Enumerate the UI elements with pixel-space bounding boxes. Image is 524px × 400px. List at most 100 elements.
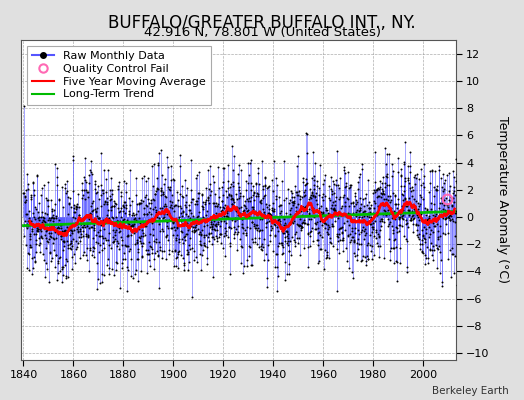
Point [168,248,177,254]
Point [270,217,279,224]
Point [163,154,171,160]
Point [164,184,172,190]
Point [62,177,71,184]
Point [44,179,52,185]
Point [318,222,326,228]
Point [137,197,145,203]
Point [106,195,115,202]
Point [154,162,162,168]
Point [136,220,145,227]
Point [84,234,92,240]
Point [239,209,248,215]
Point [38,219,47,225]
Point [336,225,344,231]
Point [91,181,100,188]
Point [122,242,130,249]
Point [75,234,83,240]
Point [158,204,167,211]
Point [438,184,446,190]
Point [42,235,50,241]
Point [428,218,436,224]
Point [238,192,247,199]
Point [31,259,39,265]
Point [305,206,314,212]
Point [270,213,279,220]
Point [118,202,127,209]
Point [33,172,41,178]
Point [283,234,292,241]
Point [167,199,176,205]
Point [160,211,168,218]
Point [349,199,357,205]
Point [373,240,381,246]
Point [62,188,71,194]
Point [234,170,243,177]
Point [416,246,424,252]
Point [25,267,33,273]
Point [388,161,396,168]
Point [339,210,347,217]
Point [319,208,328,215]
Point [62,273,70,280]
Point [174,251,183,257]
Point [60,228,69,234]
Point [41,232,50,238]
Point [230,224,238,230]
Point [279,216,288,223]
Point [288,199,297,206]
Point [48,206,56,212]
Point [60,181,69,187]
Point [158,255,166,261]
Point [182,220,191,227]
Point [288,190,296,196]
Point [88,224,96,230]
Point [356,205,364,212]
Point [263,185,271,192]
Point [252,224,260,231]
Point [340,164,348,170]
Point [312,201,321,208]
Point [148,250,156,256]
Point [371,178,379,185]
Point [372,187,380,193]
Point [178,183,186,190]
Point [95,227,104,233]
Point [333,231,341,238]
Point [76,226,84,232]
Point [184,251,193,258]
Point [96,233,104,240]
Point [361,194,369,201]
Point [287,218,295,224]
Point [199,247,208,254]
Point [277,178,286,184]
Point [135,226,143,232]
Point [116,285,124,292]
Point [321,172,330,178]
Point [444,197,453,203]
Point [266,232,274,239]
Point [328,202,336,208]
Point [136,200,144,206]
Point [434,205,443,211]
Point [75,255,84,261]
Point [354,178,363,185]
Point [177,210,185,216]
Point [339,235,347,241]
Point [401,175,410,182]
Point [285,248,293,254]
Point [408,192,417,199]
Point [266,238,275,244]
Point [426,231,434,237]
Point [26,244,34,250]
Point [292,221,301,227]
Point [103,199,112,206]
Point [388,223,396,230]
Point [50,215,59,221]
Point [183,213,192,220]
Point [313,237,322,243]
Point [67,246,75,252]
Point [183,185,191,192]
Point [455,148,463,155]
Point [367,213,375,220]
Point [57,222,65,228]
